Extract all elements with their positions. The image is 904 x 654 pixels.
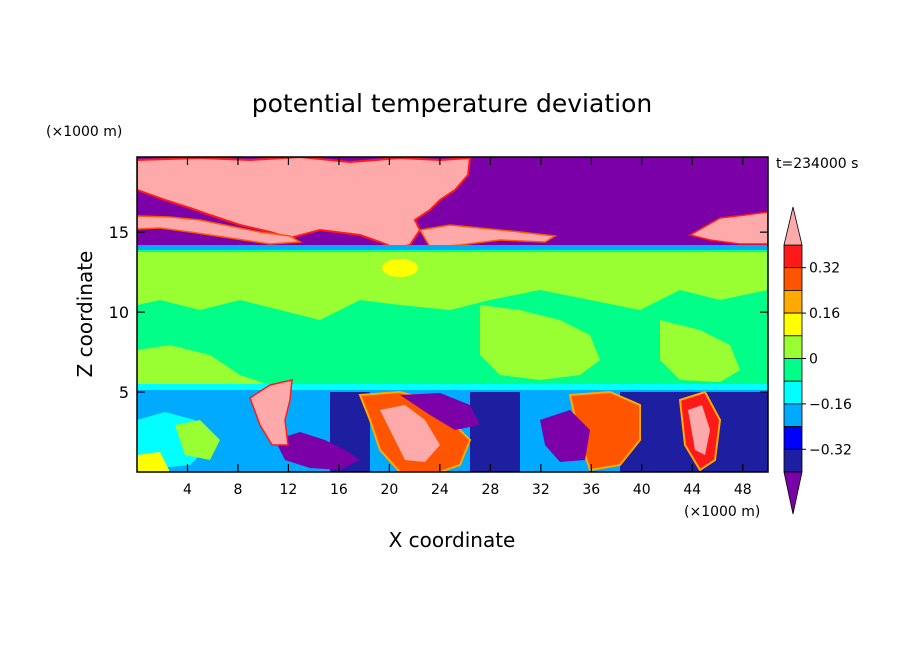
lower-purple-swirl-center xyxy=(400,393,480,430)
x-tick-label: 44 xyxy=(683,482,701,498)
lower-boundary-line xyxy=(137,384,768,391)
x-tick-label: 12 xyxy=(280,482,298,498)
y-tick-label: 10 xyxy=(109,303,129,322)
time-label: t=234000 s xyxy=(776,156,858,172)
x-tick-label: 32 xyxy=(532,482,550,498)
x-tick-label: 8 xyxy=(233,482,242,498)
colorbar-tick-label: −0.16 xyxy=(809,397,852,413)
lower-pink-plume xyxy=(249,379,293,446)
x-tick-label: 40 xyxy=(633,482,651,498)
colorbar-segment xyxy=(783,267,803,291)
lower-purple-blob-left xyxy=(275,432,360,470)
colorbar-extend-max xyxy=(783,206,803,246)
mid-lightgreen-region xyxy=(137,252,768,320)
upper-boundary-line xyxy=(137,245,768,250)
lower-lightgreen-patch-left xyxy=(175,420,220,460)
colorbar-extend-min xyxy=(783,471,803,515)
upper-pink-patch-right xyxy=(687,211,768,245)
x-tick-label: 20 xyxy=(380,482,398,498)
lower-dark-purple-right xyxy=(330,392,768,472)
colorbar-segment xyxy=(783,448,803,473)
colorbar-segment xyxy=(783,244,803,269)
colorbar-tick-label: 0.32 xyxy=(809,261,840,277)
colorbar-segment xyxy=(783,403,803,427)
x-axis-label: X coordinate xyxy=(389,528,516,552)
y-axis-label: Z coordinate xyxy=(73,251,97,378)
plot-frame xyxy=(136,156,769,473)
colorbar-tick-label: 0 xyxy=(809,352,818,368)
upper-pink-strip-left xyxy=(137,215,303,245)
colorbar-tick-label: 0.16 xyxy=(809,306,840,322)
lower-yellow-corner xyxy=(137,452,170,472)
x-tick-label: 4 xyxy=(183,482,192,498)
lower-purple-swirl-right xyxy=(540,410,590,462)
x-tick-label: 28 xyxy=(481,482,499,498)
x-tick-label: 48 xyxy=(734,482,752,498)
y-tick-label: 5 xyxy=(119,383,129,402)
x-unit-label: (×1000 m) xyxy=(684,504,760,520)
x-tick-label: 16 xyxy=(330,482,348,498)
colorbar-segment xyxy=(783,312,803,337)
mid-lightgreen-patch-center xyxy=(480,305,600,380)
colorbar-segment xyxy=(783,358,803,382)
contour-field xyxy=(137,157,768,472)
colorbar-segment xyxy=(783,426,803,450)
colorbar-segment xyxy=(783,380,803,405)
mid-lightgreen-patch-right xyxy=(660,320,740,382)
colorbar-segment xyxy=(783,335,803,359)
mid-green-patch-left xyxy=(160,312,330,365)
mid-lightgreen-lower xyxy=(137,345,270,385)
x-tick-label: 24 xyxy=(431,482,449,498)
colorbar-segment xyxy=(783,289,803,314)
x-axis: 4 8 12 16 20 24 28 32 36 40 44 48 xyxy=(183,157,752,498)
mid-yellow-patch xyxy=(382,259,418,277)
y-axis: 5 10 15 xyxy=(109,223,768,402)
chart-title: potential temperature deviation xyxy=(252,89,652,118)
y-tick-label: 15 xyxy=(109,223,129,242)
lower-pink-core-far-right xyxy=(688,405,710,455)
colorbar-tick-label: −0.32 xyxy=(809,442,852,458)
colorbar: 0.32 0.16 0 −0.16 −0.32 xyxy=(783,206,852,515)
x-tick-label: 36 xyxy=(582,482,600,498)
y-unit-label: (×1000 m) xyxy=(46,124,122,140)
lower-pink-plume-center xyxy=(380,405,440,462)
